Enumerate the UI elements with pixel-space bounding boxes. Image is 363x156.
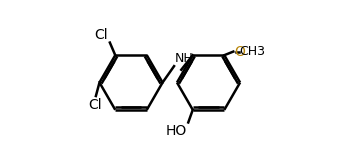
Text: CH3: CH3 [240,45,266,58]
Text: HO: HO [166,124,187,138]
Text: NH: NH [175,52,194,65]
Text: Cl: Cl [88,98,102,112]
Text: O: O [234,45,245,59]
Text: Cl: Cl [94,28,108,42]
